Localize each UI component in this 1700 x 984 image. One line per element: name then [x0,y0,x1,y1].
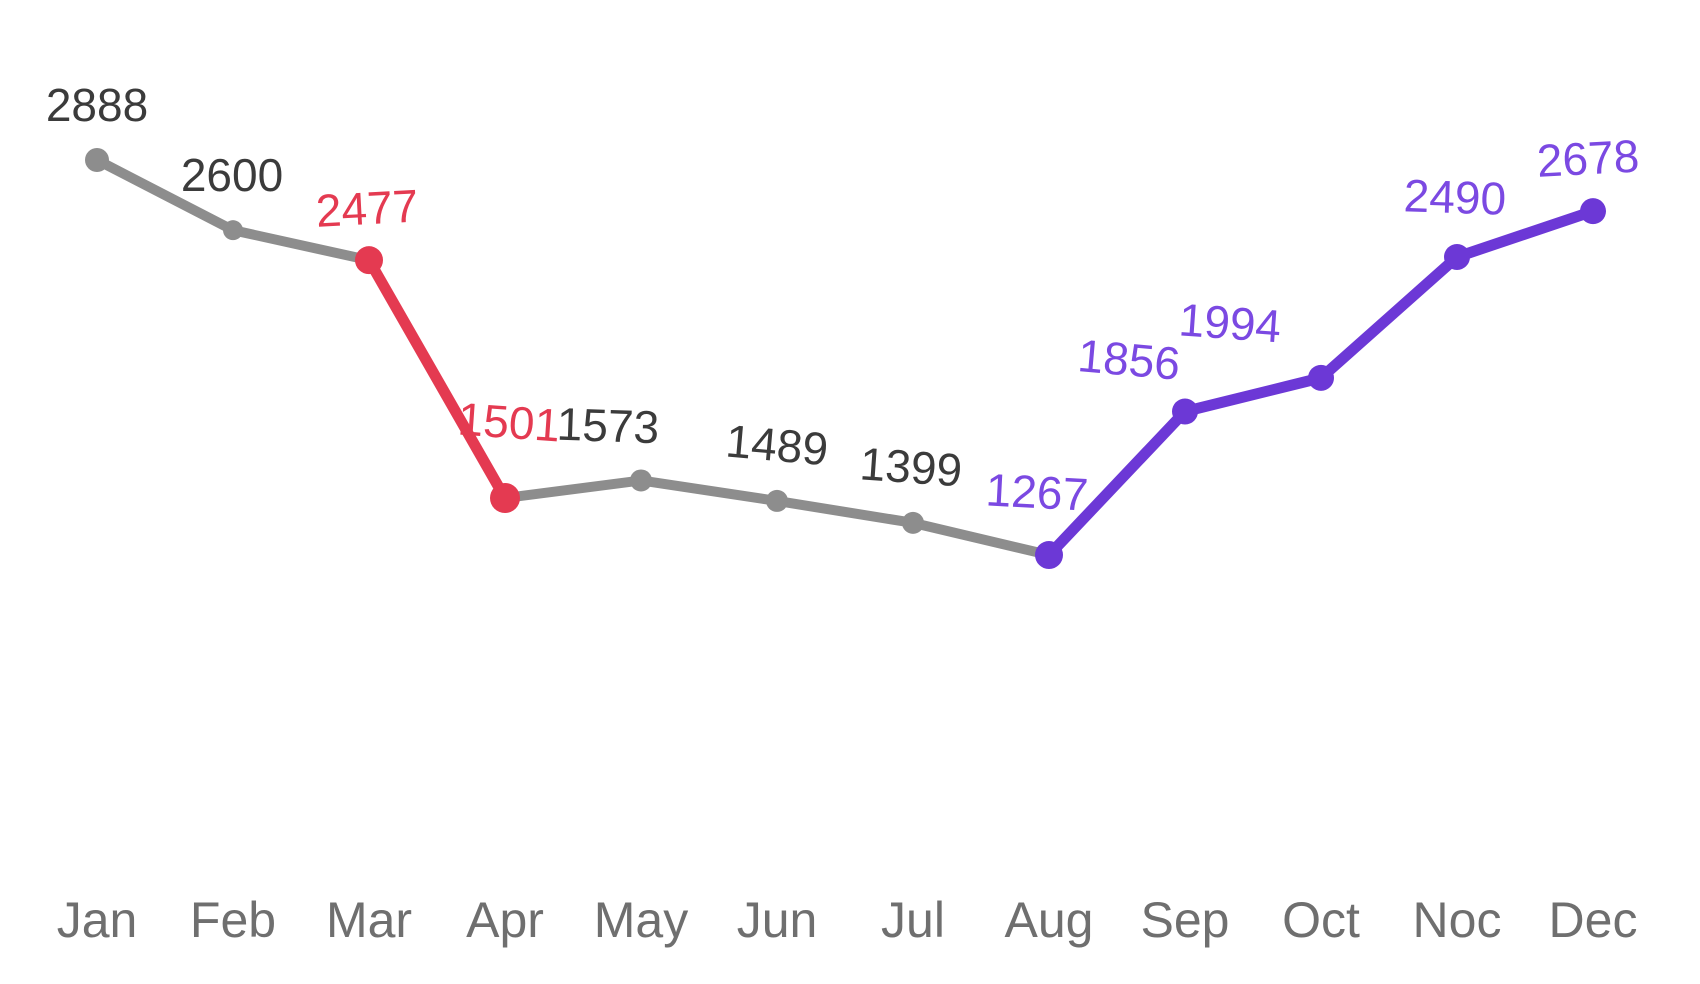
value-label: 1501 [456,393,562,452]
value-label: 2600 [181,149,283,201]
line-segment [1179,372,1327,417]
month-axis-label: Feb [190,892,276,948]
value-label: 1573 [556,398,660,454]
line-segment [92,155,238,236]
data-point-dot [630,469,652,492]
month-axis-label: May [594,892,688,948]
month-axis-label: Apr [466,892,544,948]
month-axis-label: Noc [1413,892,1502,948]
data-point-dot [355,246,383,275]
value-label: 1489 [724,415,830,476]
line-segment [500,475,646,504]
data-point-dot [1580,198,1606,225]
month-axis-label: Jan [57,892,138,948]
line-segment [1315,251,1463,384]
data-point-dot [223,220,243,241]
line-segment [363,254,511,504]
value-label: 2678 [1536,130,1641,187]
month-axis-label: Jul [881,892,945,948]
month-axis-label: Dec [1549,892,1638,948]
month-axis-label: Aug [1005,892,1094,948]
data-point-dot [1035,541,1063,570]
data-point-dot [1308,364,1334,391]
line-segment [1451,205,1599,263]
data-point-dot [1444,243,1470,270]
line-segment [228,225,374,266]
value-label: 1267 [985,463,1090,520]
value-label: 1399 [858,437,964,496]
value-label: 2477 [315,180,420,237]
data-point-dot [490,483,520,514]
month-axis-label: Jun [737,892,818,948]
month-axis-label: Mar [326,892,412,948]
data-point-dot [902,511,924,534]
value-label: 2490 [1403,169,1507,225]
line-segment [636,475,782,506]
data-point-dot [1172,398,1198,425]
data-point-dot [85,148,109,172]
line-segment [908,517,1054,561]
line-segment [772,495,918,528]
data-point-dot [766,489,788,512]
value-label: 1994 [1177,293,1283,352]
value-label: 1856 [1076,329,1182,390]
month-axis-label: Sep [1141,892,1230,948]
value-label: 2888 [46,79,148,131]
line-segment [1043,405,1191,561]
month-axis-label: Oct [1282,892,1360,948]
